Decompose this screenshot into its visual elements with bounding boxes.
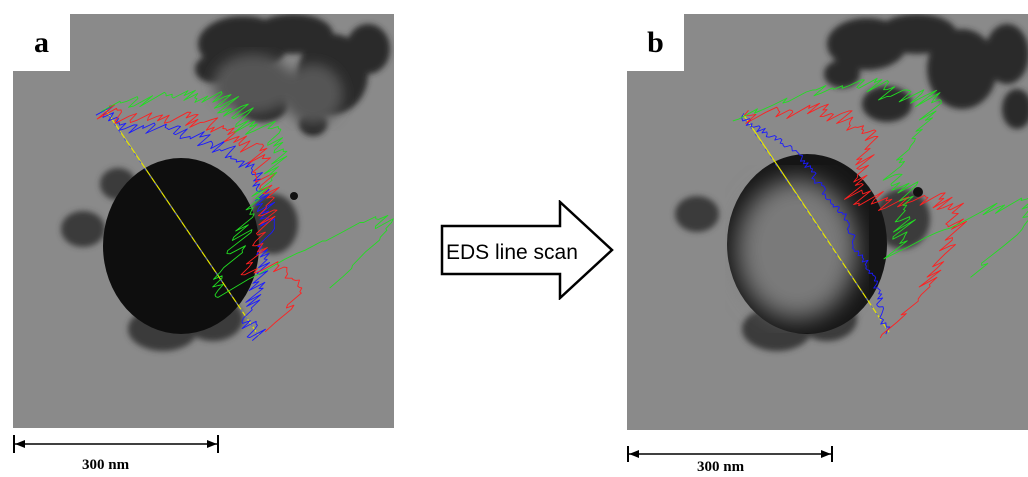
small-particle-b xyxy=(913,187,923,197)
small-particle-a xyxy=(290,192,298,200)
scale-bar-a xyxy=(13,432,219,456)
tem-micrograph-b xyxy=(627,14,1028,430)
scale-label-b: 300 nm xyxy=(697,459,745,475)
tem-image-panel-a: a xyxy=(13,14,394,428)
panel-label-a: a xyxy=(13,14,70,71)
tem-micrograph-a xyxy=(13,14,394,428)
scale-bar-b xyxy=(627,444,833,464)
scan-line-b xyxy=(742,113,890,333)
particle-a xyxy=(103,158,259,334)
panel-label-b: b xyxy=(627,14,684,71)
eds-signals-a xyxy=(95,89,394,341)
particle-b xyxy=(727,154,887,334)
eds-signals-b xyxy=(732,77,1028,339)
scan-line-a xyxy=(104,108,260,337)
arrow-label: EDS line scan xyxy=(446,241,578,264)
right-arrow-icon xyxy=(440,200,614,300)
tem-image-panel-b: b xyxy=(627,14,1028,430)
scale-label-a: 300 nm xyxy=(82,457,130,473)
